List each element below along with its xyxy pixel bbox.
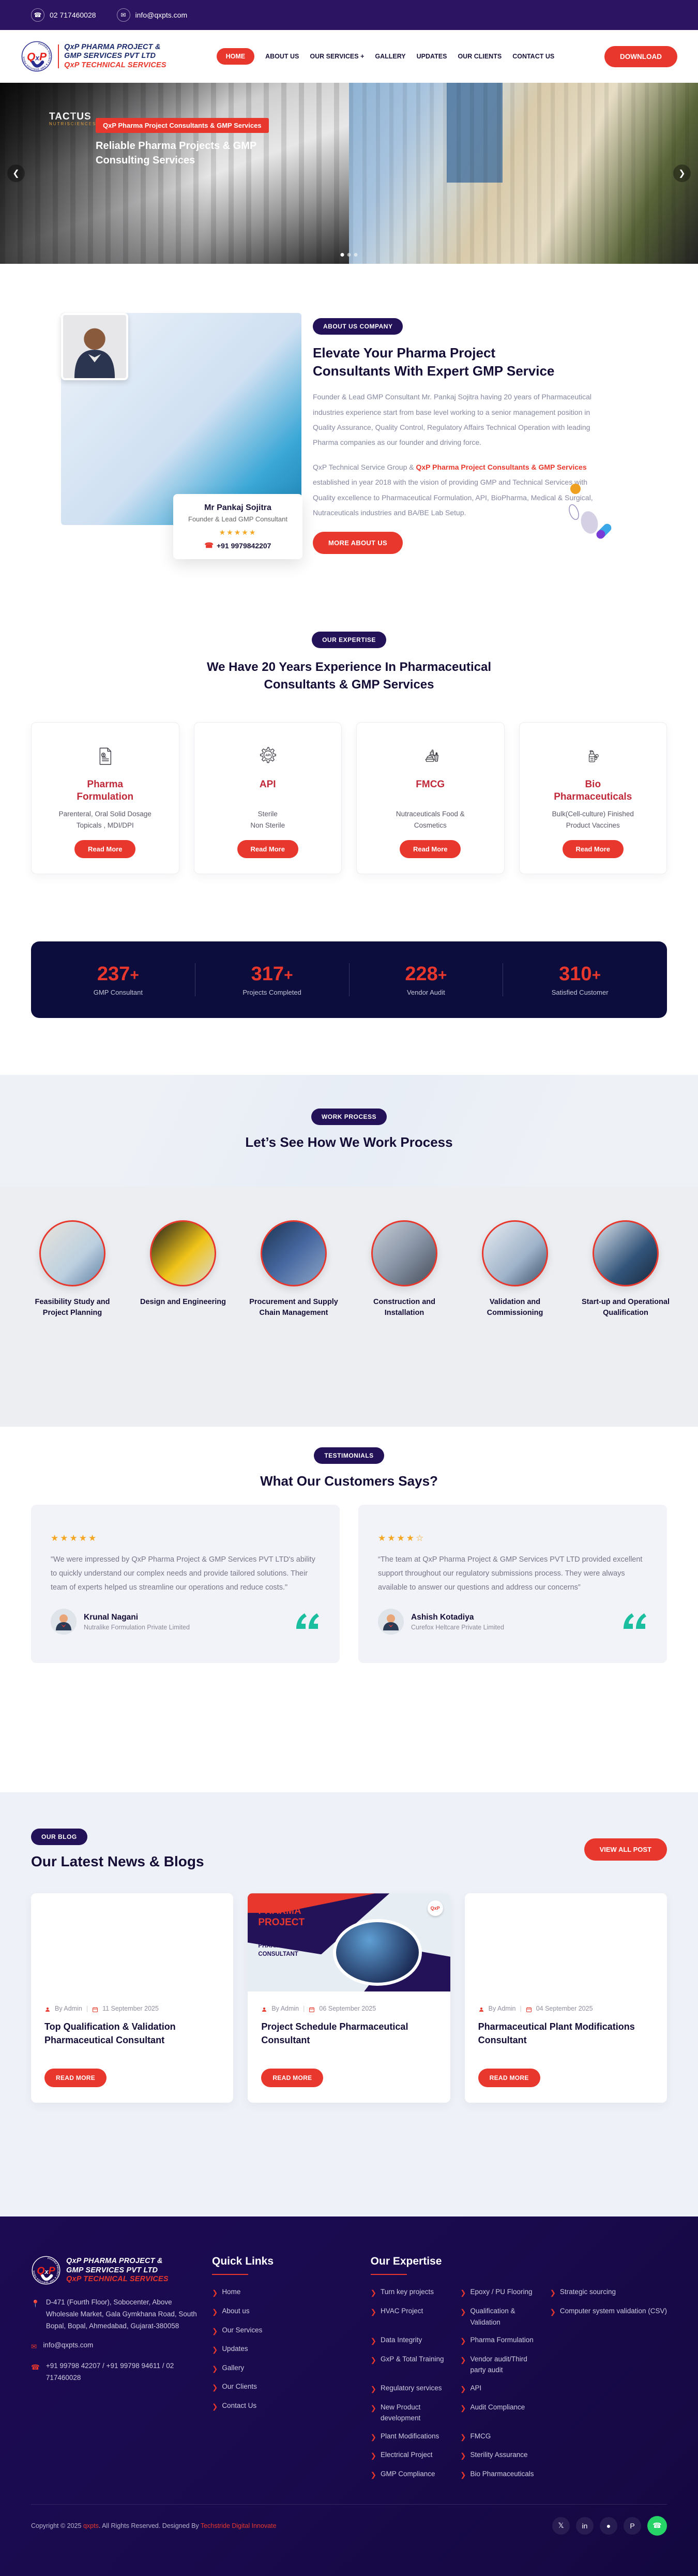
svg-text:API: API [265,754,271,757]
